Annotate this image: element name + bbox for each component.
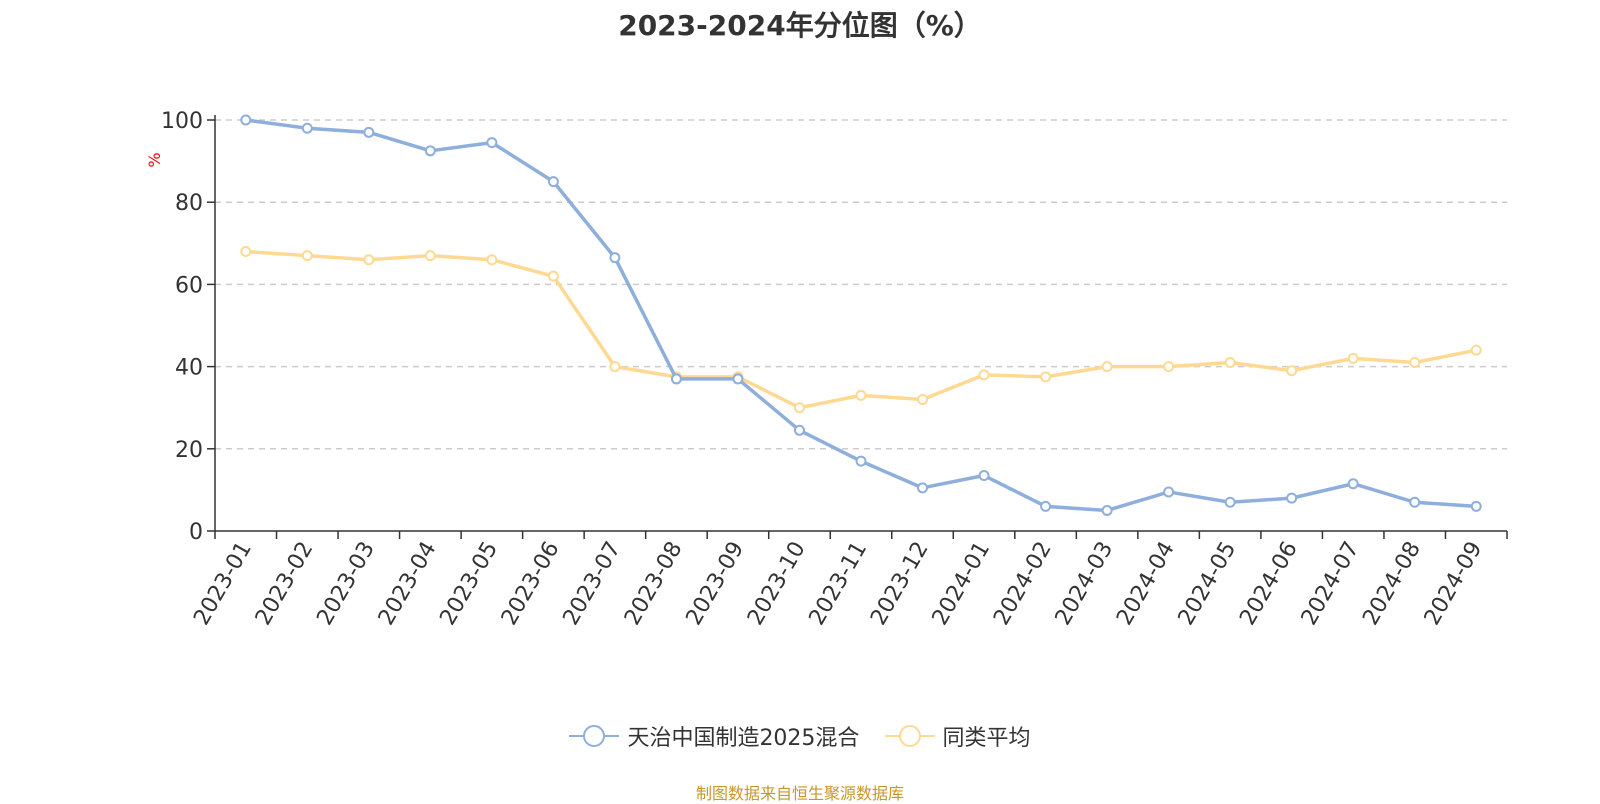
legend-item-series-2[interactable]: 同类平均 xyxy=(884,720,1031,752)
data-point-series-1 xyxy=(1224,496,1236,508)
data-point-series-2 xyxy=(1470,344,1482,356)
legend-line-circle-icon xyxy=(884,725,935,747)
data-point-series-2 xyxy=(793,402,805,414)
line-chart: 020406080100%2023-012023-022023-032023-0… xyxy=(145,109,1508,630)
x-tick-label: 2023-10 xyxy=(743,538,811,630)
data-point-series-1 xyxy=(301,122,313,134)
data-point-series-1 xyxy=(424,145,436,157)
x-tick-label: 2024-01 xyxy=(928,538,996,630)
data-point-series-1 xyxy=(1101,504,1113,516)
data-point-series-2 xyxy=(978,369,990,381)
x-tick-label: 2023-07 xyxy=(558,538,626,630)
data-point-series-1 xyxy=(978,470,990,482)
legend: 天治中国制造2025混合 同类平均 xyxy=(0,720,1600,752)
x-tick-label: 2023-09 xyxy=(682,538,750,630)
x-tick-label: 2023-12 xyxy=(866,538,934,630)
y-tick-label: 40 xyxy=(175,356,203,381)
data-point-series-1 xyxy=(547,176,559,188)
data-point-series-1 xyxy=(363,126,375,138)
x-tick-label: 2024-09 xyxy=(1420,538,1488,630)
data-point-series-2 xyxy=(424,250,436,262)
data-point-series-1 xyxy=(1347,478,1359,490)
data-point-series-2 xyxy=(917,393,929,405)
data-point-series-1 xyxy=(917,482,929,494)
legend-line-circle-icon xyxy=(569,725,620,747)
data-point-series-2 xyxy=(240,246,252,258)
data-point-series-2 xyxy=(1163,361,1175,373)
x-tick-label: 2023-08 xyxy=(620,538,688,630)
data-point-series-2 xyxy=(486,254,498,266)
x-tick-label: 2024-08 xyxy=(1358,538,1426,630)
x-tick-label: 2023-04 xyxy=(374,538,442,630)
legend-label-series-2: 同类平均 xyxy=(942,726,1031,751)
x-tick-label: 2024-04 xyxy=(1112,538,1180,630)
chart-title: 2023-2024年分位图（%） xyxy=(618,9,982,42)
data-point-series-2 xyxy=(1347,352,1359,364)
data-point-series-2 xyxy=(855,389,867,401)
y-tick-label: 80 xyxy=(175,191,203,216)
y-tick-label: 60 xyxy=(175,273,203,298)
x-tick-label: 2023-02 xyxy=(251,538,319,630)
data-point-series-1 xyxy=(1040,500,1052,512)
data-point-series-1 xyxy=(1163,486,1175,498)
x-tick-label: 2024-03 xyxy=(1051,538,1119,630)
data-point-series-1 xyxy=(1286,492,1298,504)
x-tick-label: 2023-01 xyxy=(189,538,257,630)
x-tick-label: 2024-02 xyxy=(989,538,1057,630)
data-point-series-2 xyxy=(1286,365,1298,377)
data-point-series-1 xyxy=(1409,496,1421,508)
data-point-series-2 xyxy=(363,254,375,266)
data-point-series-2 xyxy=(1224,356,1236,368)
legend-item-series-1[interactable]: 天治中国制造2025混合 xyxy=(569,720,859,752)
data-point-series-1 xyxy=(793,424,805,436)
source-note: 制图数据来自恒生聚源数据库 xyxy=(695,784,904,803)
data-point-series-2 xyxy=(609,361,621,373)
x-tick-label: 2024-07 xyxy=(1297,538,1365,630)
data-point-series-2 xyxy=(1101,361,1113,373)
data-point-series-1 xyxy=(1470,500,1482,512)
x-tick-label: 2023-11 xyxy=(805,538,873,630)
data-point-series-1 xyxy=(855,455,867,467)
x-tick-label: 2024-05 xyxy=(1174,538,1242,630)
data-point-series-1 xyxy=(240,114,252,126)
data-point-series-1 xyxy=(732,373,744,385)
y-tick-label: 20 xyxy=(175,438,203,463)
x-tick-label: 2023-03 xyxy=(312,538,380,630)
x-tick-label: 2023-06 xyxy=(497,538,565,630)
data-point-series-1 xyxy=(609,252,621,264)
series-line-1 xyxy=(245,118,1477,513)
y-tick-label: 100 xyxy=(161,109,203,134)
data-point-series-2 xyxy=(301,250,313,262)
series-line-2 xyxy=(245,249,1477,410)
data-point-series-2 xyxy=(547,270,559,282)
data-point-series-2 xyxy=(1409,356,1421,368)
x-tick-label: 2023-05 xyxy=(435,538,503,630)
y-tick-label: 0 xyxy=(189,520,203,545)
data-point-series-1 xyxy=(486,137,498,149)
data-point-series-1 xyxy=(670,373,682,385)
x-tick-label: 2024-06 xyxy=(1235,538,1303,630)
y-axis-label: % xyxy=(145,152,164,167)
data-point-series-2 xyxy=(1040,371,1052,383)
legend-label-series-1: 天治中国制造2025混合 xyxy=(627,726,860,751)
